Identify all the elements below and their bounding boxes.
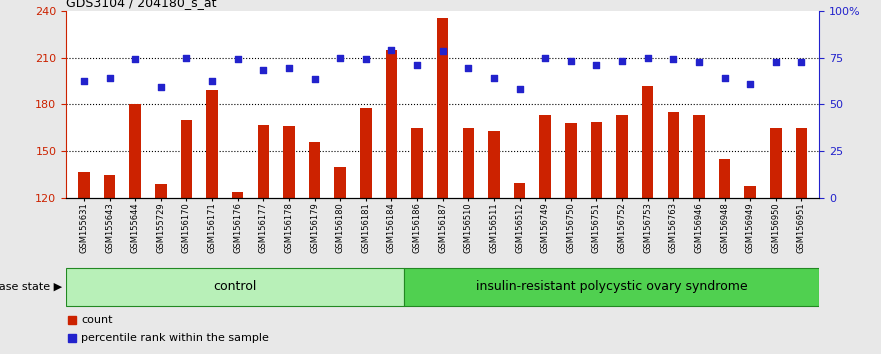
Point	[795, 59, 809, 65]
Bar	[488, 131, 500, 198]
Bar	[104, 175, 115, 198]
Text: GDS3104 / 204180_s_at: GDS3104 / 204180_s_at	[66, 0, 217, 9]
Bar	[360, 108, 372, 198]
Point	[359, 56, 373, 62]
Bar	[181, 120, 192, 198]
Bar	[309, 142, 321, 198]
Point	[231, 56, 245, 62]
Point	[717, 75, 731, 81]
Bar	[386, 50, 397, 198]
Text: control: control	[213, 280, 257, 293]
Bar	[744, 186, 756, 198]
Point	[180, 55, 194, 60]
Bar	[719, 159, 730, 198]
Point	[769, 59, 783, 65]
Point	[743, 81, 757, 87]
Bar	[411, 128, 423, 198]
Bar	[539, 115, 551, 198]
Bar	[130, 104, 141, 198]
Bar	[693, 115, 705, 198]
Bar	[155, 184, 167, 198]
Point	[692, 59, 706, 65]
Bar	[642, 86, 654, 198]
Point	[615, 58, 629, 63]
Text: insulin-resistant polycystic ovary syndrome: insulin-resistant polycystic ovary syndr…	[476, 280, 748, 293]
Bar	[283, 126, 295, 198]
Bar	[590, 122, 603, 198]
Text: count: count	[81, 315, 113, 325]
Bar	[514, 183, 525, 198]
Point	[513, 86, 527, 92]
Point	[129, 56, 143, 62]
Point	[102, 75, 116, 81]
Point	[333, 55, 347, 60]
Bar	[770, 128, 781, 198]
Bar	[257, 125, 269, 198]
Bar	[668, 112, 679, 198]
Bar	[796, 128, 807, 198]
Bar	[463, 128, 474, 198]
Point	[462, 65, 476, 71]
Point	[564, 58, 578, 63]
Text: percentile rank within the sample: percentile rank within the sample	[81, 333, 269, 343]
Bar	[404, 268, 819, 306]
Bar	[66, 268, 404, 306]
Point	[538, 55, 552, 60]
Point	[640, 55, 655, 60]
Point	[77, 78, 91, 84]
Point	[256, 67, 270, 73]
Point	[435, 48, 449, 54]
Bar	[335, 167, 346, 198]
Point	[154, 84, 168, 90]
Point	[589, 63, 603, 68]
Bar	[565, 123, 576, 198]
Bar	[617, 115, 628, 198]
Point	[307, 76, 322, 82]
Point	[666, 56, 680, 62]
Bar	[78, 172, 90, 198]
Point	[384, 47, 398, 52]
Point	[487, 75, 501, 81]
Text: disease state ▶: disease state ▶	[0, 282, 62, 292]
Bar	[232, 192, 243, 198]
Point	[282, 65, 296, 71]
Bar	[437, 18, 448, 198]
Point	[205, 78, 219, 84]
Bar	[206, 90, 218, 198]
Point	[410, 63, 424, 68]
